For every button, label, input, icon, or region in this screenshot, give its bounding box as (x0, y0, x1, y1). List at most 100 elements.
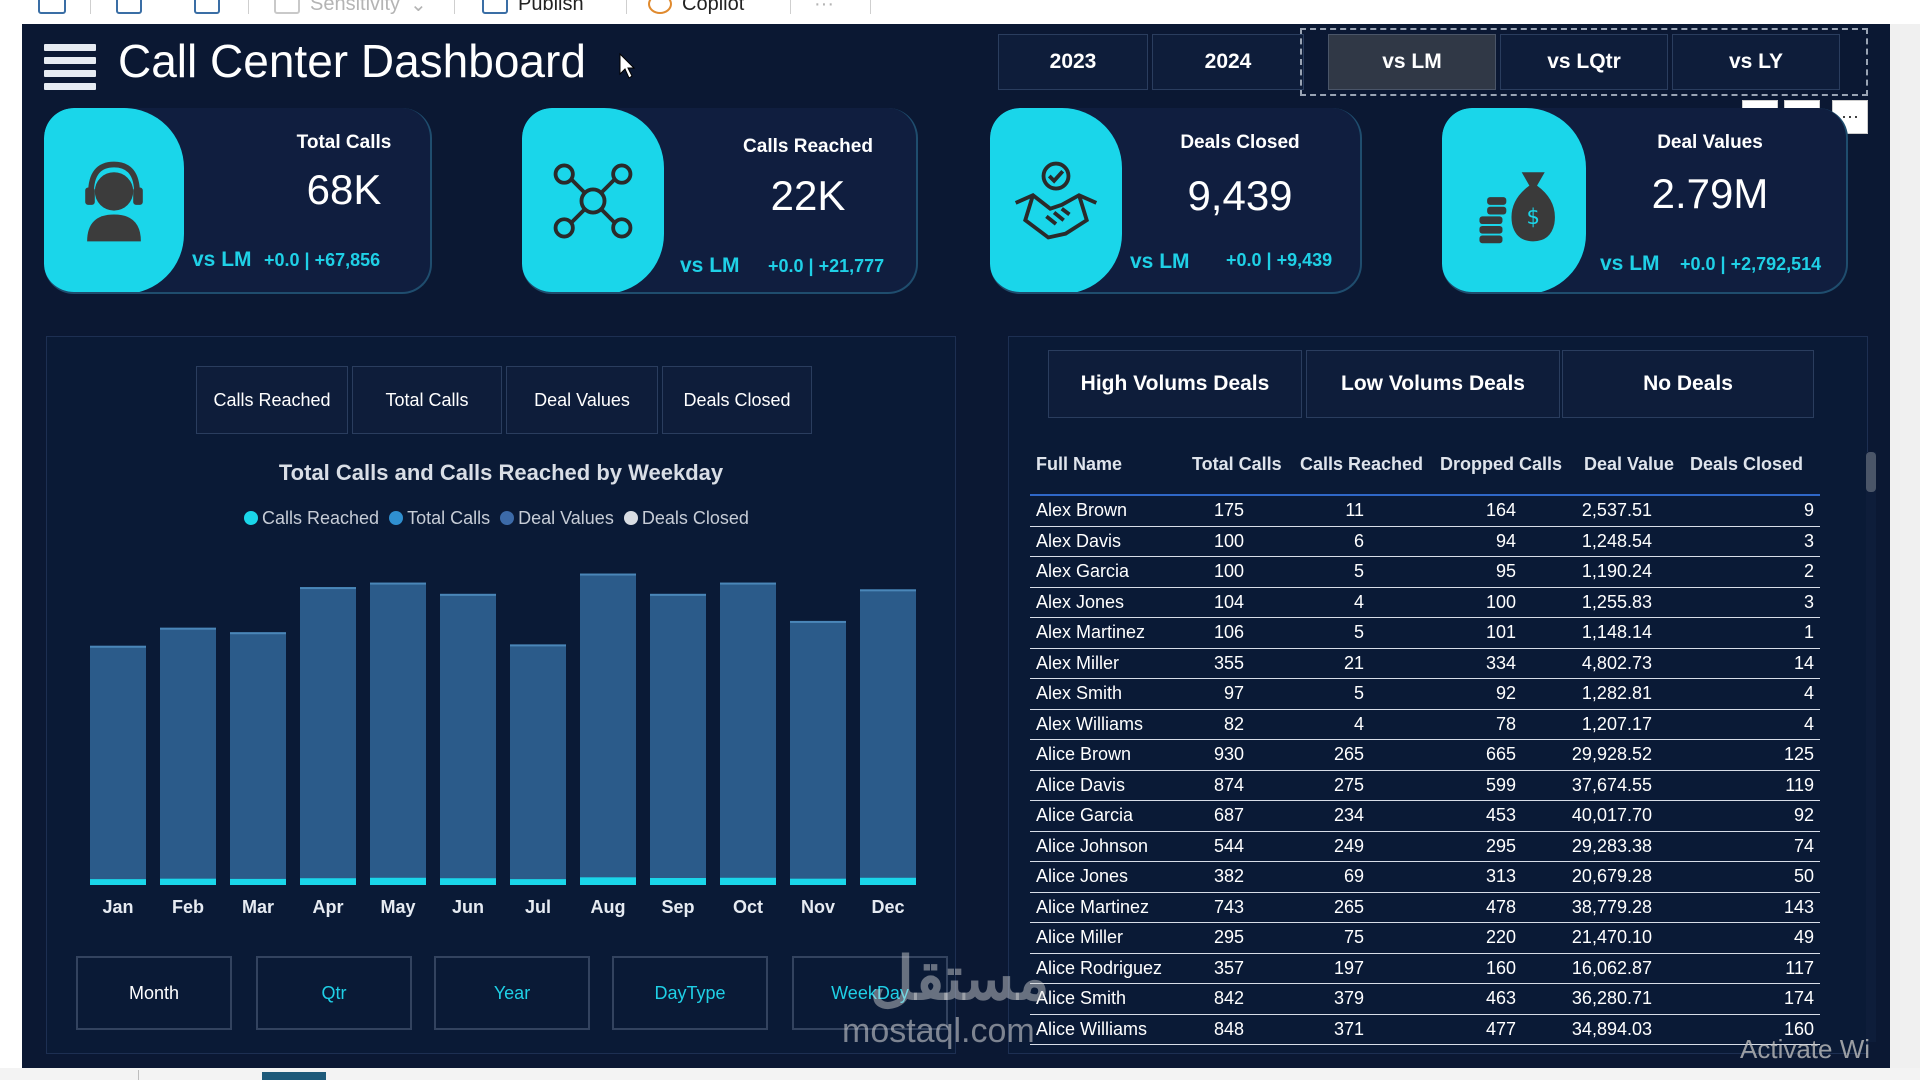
legend-item[interactable]: Deal Values (500, 508, 614, 529)
bar-calls-reached[interactable] (720, 877, 776, 885)
tab-calls-reached[interactable]: Calls Reached (196, 366, 348, 434)
daytype-button[interactable]: DayType (612, 956, 768, 1030)
selection-frame (1300, 28, 1868, 96)
table-row[interactable]: Alice Brown 930 265 665 29,928.52 125 (1030, 740, 1820, 771)
table-row[interactable]: Alice Jones 382 69 313 20,679.28 50 (1030, 862, 1820, 893)
cell-dropped-calls: 94 (1495, 530, 1516, 551)
menu-icon[interactable] (44, 44, 96, 90)
bar-total-calls[interactable] (510, 644, 566, 885)
kpi-label: Deal Values (1657, 132, 1763, 153)
vs-lm-button[interactable]: vs LM (1328, 34, 1496, 90)
new-visual-icon[interactable] (116, 0, 142, 16)
bar-calls-reached[interactable] (790, 878, 846, 885)
bar-calls-reached[interactable] (160, 878, 216, 885)
table-scrollbar[interactable] (1866, 452, 1876, 1042)
legend-label: Total Calls (407, 507, 491, 528)
bar-calls-reached[interactable] (230, 878, 286, 885)
table-row[interactable]: Alice Davis 874 275 599 37,674.55 119 (1030, 771, 1820, 801)
bar-total-calls[interactable] (860, 589, 916, 885)
cell-total-calls: 82 (1223, 713, 1244, 734)
cell-calls-reached: 371 (1333, 1018, 1364, 1039)
bar-calls-reached[interactable] (650, 878, 706, 885)
table-row[interactable]: Alice Johnson 544 249 295 29,283.38 74 (1030, 832, 1820, 862)
table-row[interactable]: Alice Martinez 743 265 478 38,779.28 143 (1030, 893, 1820, 923)
column-header-deals-closed[interactable]: Deals Closed (1690, 454, 1804, 474)
bar-calls-reached[interactable] (580, 877, 636, 885)
cell-deals-closed: 4 (1803, 683, 1814, 703)
cell-calls-reached: 234 (1333, 805, 1364, 825)
table-row[interactable]: Alex Smith 97 5 92 1,282.81 4 (1030, 679, 1820, 710)
vs-ly-button[interactable]: vs LY (1672, 34, 1840, 90)
cell-total-calls: 382 (1213, 866, 1244, 886)
low-volume-deals-button[interactable]: Low Volums Deals (1306, 350, 1560, 418)
tab-deals-closed[interactable]: Deals Closed (662, 366, 812, 434)
column-header-total-calls[interactable]: Total Calls (1192, 454, 1282, 474)
column-header-dropped-calls[interactable]: Dropped Calls (1440, 454, 1563, 474)
table-row[interactable]: Alex Williams 82 4 78 1,207.17 4 (1030, 710, 1820, 740)
bar-total-calls[interactable] (300, 587, 356, 885)
bar-total-calls[interactable] (790, 620, 846, 885)
bar-total-calls[interactable] (650, 593, 706, 885)
table-row[interactable]: Alex Garcia 100 5 95 1,190.24 2 (1030, 557, 1820, 588)
bar-total-calls[interactable] (230, 632, 286, 885)
vs-lqtr-button[interactable]: vs LQtr (1500, 34, 1668, 90)
bar-calls-reached[interactable] (300, 878, 356, 885)
table-row[interactable]: Alice Garcia 687 234 453 40,017.70 92 (1030, 801, 1820, 832)
table-row[interactable]: Alex Davis 100 6 94 1,248.54 3 (1030, 527, 1820, 557)
cell-total-calls: 97 (1223, 683, 1244, 703)
table-row[interactable]: Alex Brown 175 11 164 2,537.51 9 (1030, 496, 1820, 527)
table-row[interactable]: Alex Jones 104 4 100 1,255.83 3 (1030, 588, 1820, 618)
bar-calls-reached[interactable] (860, 877, 916, 885)
cell-full-name: Alice Garcia (1036, 805, 1134, 825)
no-deals-button[interactable]: No Deals (1562, 350, 1814, 418)
bar-total-calls[interactable] (440, 593, 496, 885)
cell-full-name: Alice Miller (1036, 927, 1124, 947)
bar-calls-reached[interactable] (510, 879, 566, 885)
bar-calls-reached[interactable] (440, 878, 496, 885)
legend-item[interactable]: Calls Reached (244, 508, 379, 529)
high-volume-deals-button[interactable]: High Volums Deals (1048, 350, 1302, 418)
refresh-icon[interactable] (38, 0, 66, 16)
network-people-icon (522, 108, 664, 292)
legend-item[interactable]: Total Calls (389, 508, 490, 529)
legend-item[interactable]: Deals Closed (623, 508, 749, 529)
bar-total-calls[interactable] (580, 573, 636, 885)
publish-button[interactable]: Publish (482, 0, 584, 16)
year-2023-button[interactable]: 2023 (998, 34, 1148, 90)
year-button[interactable]: Year (434, 956, 590, 1030)
bar-top-edge (90, 645, 146, 648)
tab-deal-values[interactable]: Deal Values (506, 366, 658, 434)
cell-full-name: Alex Brown (1036, 500, 1128, 520)
year-2024-button[interactable]: 2024 (1152, 34, 1304, 90)
bar-total-calls[interactable] (90, 645, 146, 885)
weekday-button[interactable]: WeekDay (792, 956, 948, 1030)
app-toolbar: Sensitivity ⌄ Publish Copilot ··· (0, 0, 1920, 24)
qtr-button[interactable]: Qtr (256, 956, 412, 1030)
bar-total-calls[interactable] (160, 627, 216, 885)
table-row[interactable]: Alice Rodriguez 357 197 160 16,062.87 117 (1030, 954, 1820, 984)
bar-total-calls[interactable] (720, 582, 776, 885)
column-header-full-name[interactable]: Full Name (1036, 454, 1123, 474)
scrollbar-thumb[interactable] (1866, 452, 1876, 492)
sensitivity-button[interactable]: Sensitivity ⌄ (274, 0, 427, 16)
table-row[interactable]: Alice Smith 842 379 463 36,280.71 174 (1030, 984, 1820, 1015)
table-row[interactable]: Alice Miller 295 75 220 21,470.10 49 (1030, 923, 1820, 954)
table-row[interactable]: Alex Martinez 106 5 101 1,148.14 1 (1030, 618, 1820, 649)
legend-dot (500, 511, 515, 525)
tab-total-calls[interactable]: Total Calls (352, 366, 502, 434)
bar-total-calls[interactable] (370, 582, 426, 885)
cell-deal-value: 1,148.14 (1581, 622, 1652, 642)
month-button[interactable]: Month (76, 956, 232, 1030)
table-row[interactable]: Alice Williams 848 371 477 34,894.03 160 (1030, 1015, 1820, 1045)
cell-deals-closed: 3 (1803, 591, 1814, 612)
bar-calls-reached[interactable] (90, 879, 146, 885)
bar-calls-reached[interactable] (370, 877, 426, 885)
table-icon[interactable] (194, 0, 220, 16)
table-row[interactable]: Alex Miller 355 21 334 4,802.73 14 (1030, 649, 1820, 679)
kpi-delta: +0.0 | +21,777 (768, 256, 885, 276)
column-header-deal-value[interactable]: Deal Value (1584, 454, 1675, 474)
copilot-button[interactable]: Copilot (648, 0, 744, 16)
column-header-calls-reached[interactable]: Calls Reached (1300, 454, 1424, 474)
active-page-tab[interactable] (262, 1072, 326, 1080)
more-options-icon[interactable]: ··· (814, 0, 834, 15)
